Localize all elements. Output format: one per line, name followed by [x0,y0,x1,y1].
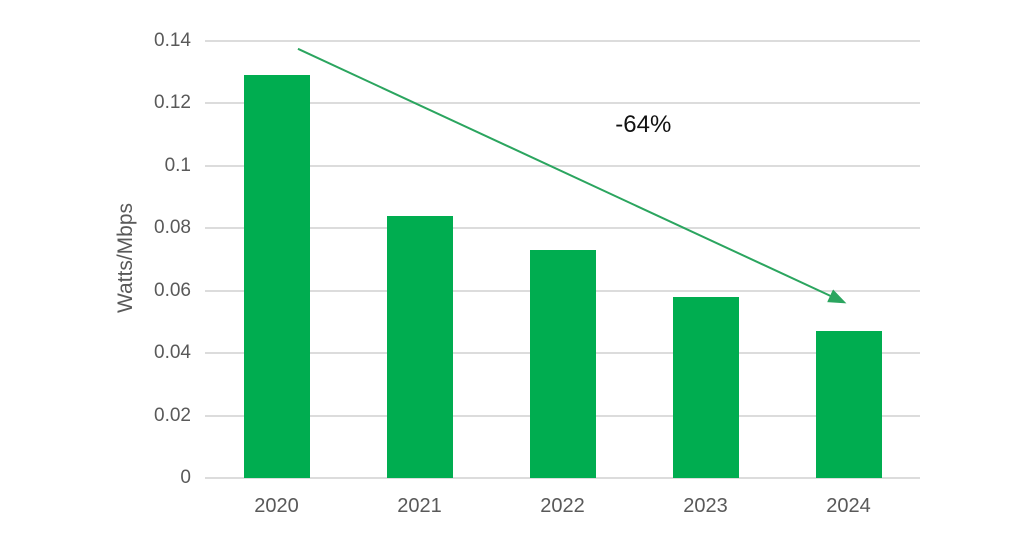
bar-2023 [672,296,739,478]
bar-2024 [815,331,882,478]
bar-2021 [386,215,453,478]
y-tick-label: 0.12 [154,92,191,114]
x-tick-label: 2022 [540,495,585,517]
x-tick-label: 2023 [683,495,728,517]
y-axis-title: Watts/Mbps [114,202,137,314]
y-tick-label: 0.06 [154,279,191,301]
gridline [205,40,920,42]
gridline [205,164,920,167]
annotation-label: -64% [615,111,672,139]
bar-2020 [243,75,310,478]
y-tick-label: 0.14 [154,30,191,51]
gridline [205,477,920,479]
bar-2022 [529,250,596,478]
y-tick-label: 0.08 [154,217,191,239]
y-tick-label: 0.04 [154,342,191,364]
x-tick-label: 2021 [397,495,442,517]
y-tick-label: 0.02 [154,404,191,426]
gridline [205,227,920,230]
y-tick-label: 0 [180,467,191,488]
y-tick-label: 0.1 [164,154,191,176]
x-tick-label: 2020 [254,495,299,517]
x-tick-label: 2024 [826,495,871,517]
gridline [205,102,920,105]
